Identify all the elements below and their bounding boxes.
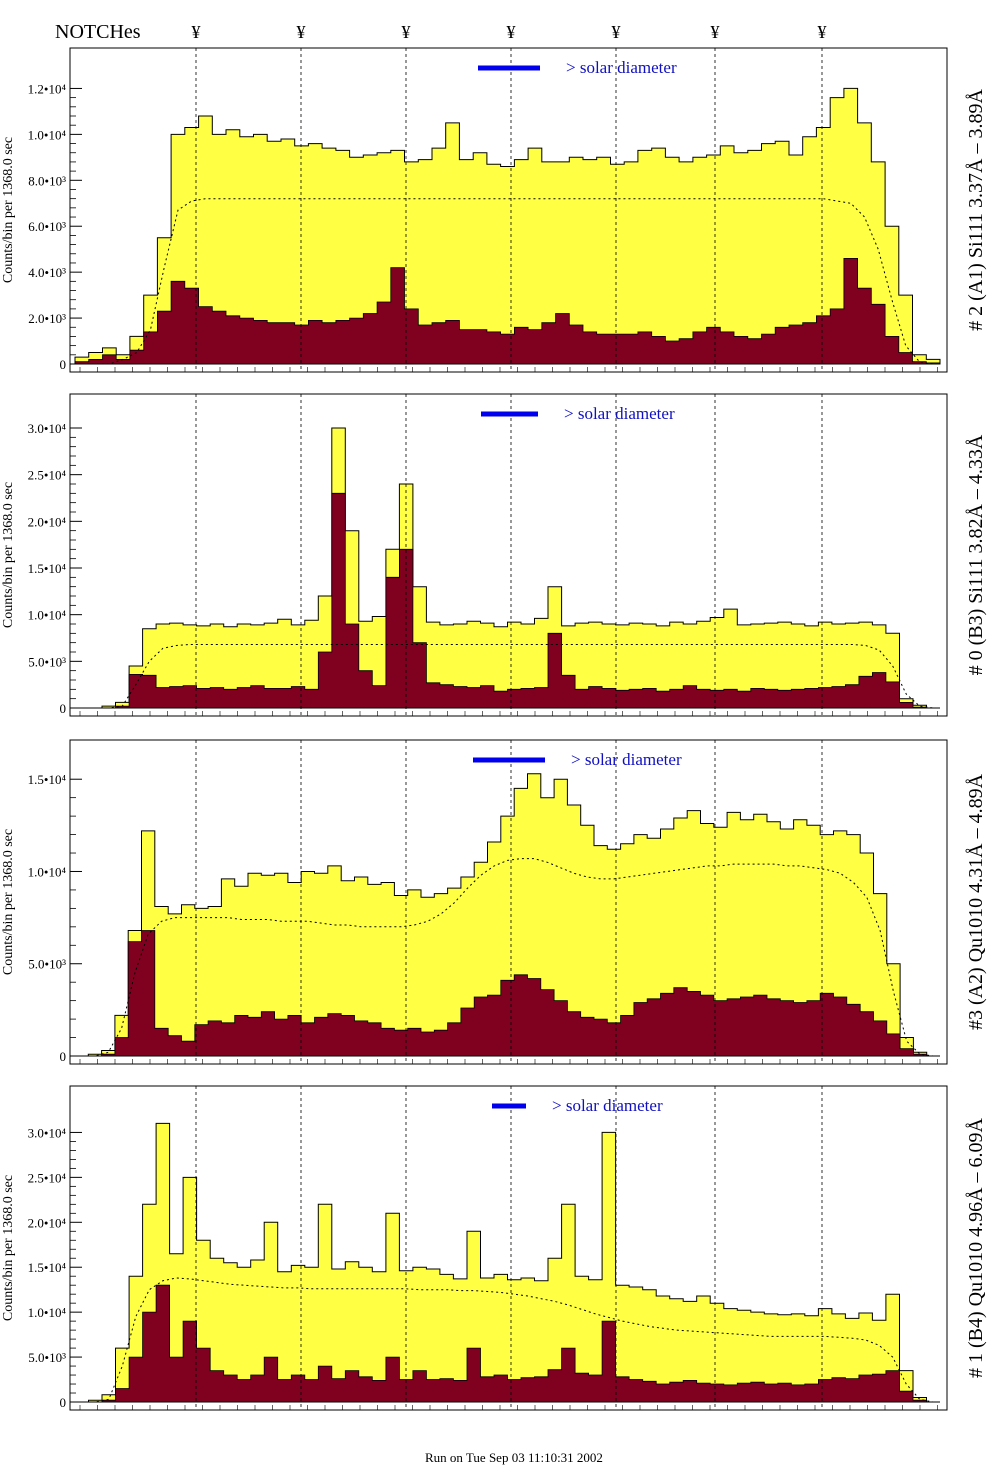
solar-diameter-annotation: > solar diameter: [571, 750, 682, 769]
solar-diameter-annotation: > solar diameter: [566, 58, 677, 77]
notch-marker: ¥: [711, 22, 720, 42]
y-tick-label: 5.0•10³: [28, 654, 66, 669]
y-axis-label: Counts/bin per 1368.0 sec: [1, 829, 16, 975]
y-tick-label: 5.0•10³: [28, 957, 66, 972]
solar-diameter-annotation: > solar diameter: [564, 404, 675, 423]
notch-marker: ¥: [507, 22, 516, 42]
solar-diameter-annotation: > solar diameter: [552, 1096, 663, 1115]
header-layer: NOTCHes ¥ ¥ ¥ ¥ ¥ ¥ ¥: [55, 21, 827, 43]
detector-label: # 2 (A1) Si111 3.37Å – 3.89Å: [965, 89, 987, 331]
detector-label: # 1 (B4) Qu1010 4.96Å – 6.09Å: [965, 1117, 987, 1378]
y-tick-label: 0: [60, 357, 67, 372]
y-tick-label: 4.0•10³: [28, 265, 66, 280]
series-total-area: [75, 1122, 940, 1403]
notch-marker: ¥: [297, 22, 306, 42]
chart-panel-1: 0 5.0•10³ 1.0•10⁴ 1.5•10⁴ 2.0•10⁴ 2.5•10⁴ 3.0•…: [1, 393, 987, 717]
notch-marker: ¥: [192, 22, 201, 42]
series-lower-area: [75, 492, 940, 709]
detector-label: # 0 (B3) Si111 3.82Å – 4.33Å: [965, 434, 987, 675]
y-tick-label: 1.0•10⁴: [28, 608, 67, 623]
series-profile-line: [81, 644, 934, 709]
y-tick-label: 1.0•10⁴: [28, 127, 67, 142]
y-tick-label: 2.0•10⁴: [28, 514, 67, 529]
y-axis-label: Counts/bin per 1368.0 sec: [1, 137, 16, 283]
panels-layer: 0 2.0•10³ 4.0•10³ 6.0•10³ 8.0•10³ 1.0•10⁴ 1.2•…: [1, 47, 987, 1411]
y-tick-label: 3.0•10⁴: [28, 1125, 67, 1140]
y-tick-label: 1.5•10⁴: [28, 772, 67, 787]
chart-panel-0: 0 2.0•10³ 4.0•10³ 6.0•10³ 8.0•10³ 1.0•10⁴ 1.2•…: [1, 47, 987, 373]
detector-label: #3 (A2) Qu1010 4.31Å – 4.89Å: [965, 773, 987, 1030]
y-tick-label: 5.0•10³: [28, 1350, 66, 1365]
y-tick-label: 1.0•10⁴: [28, 864, 67, 879]
y-tick-label: 1.5•10⁴: [28, 1260, 67, 1275]
series-profile-line: [81, 198, 934, 365]
y-tick-label: 0: [60, 1049, 67, 1064]
series-total-area: [75, 427, 940, 709]
y-tick-label: 0: [60, 701, 67, 716]
y-tick-label: 1.2•10⁴: [28, 81, 67, 96]
series-profile-line: [81, 1277, 934, 1403]
notch-marker: ¥: [818, 22, 827, 42]
chart-panel-2: 0 5.0•10³ 1.0•10⁴ 1.5•10⁴ Counts/bin per 136…: [1, 739, 987, 1065]
y-tick-label: 1.0•10⁴: [28, 1305, 67, 1320]
y-tick-label: 0: [60, 1395, 67, 1410]
notch-marker: ¥: [612, 22, 621, 42]
y-tick-label: 2.5•10⁴: [28, 468, 67, 483]
notch-marker: ¥: [402, 22, 411, 42]
y-tick-label: 1.5•10⁴: [28, 561, 67, 576]
series-total-area: [74, 87, 941, 365]
run-footer-label: Run on Tue Sep 03 11:10:31 2002: [425, 1450, 603, 1465]
y-tick-label: 2.5•10⁴: [28, 1170, 67, 1185]
y-tick-label: 8.0•10³: [28, 173, 66, 188]
y-axis-label: Counts/bin per 1368.0 sec: [1, 482, 16, 628]
y-tick-label: 2.0•10³: [28, 311, 66, 326]
series-total-area: [75, 773, 940, 1057]
series-lower-area: [75, 930, 940, 1057]
y-axis-label: Counts/bin per 1368.0 sec: [1, 1175, 16, 1321]
notches-label: NOTCHes: [55, 21, 141, 43]
y-tick-label: 2.0•10⁴: [28, 1215, 67, 1230]
chart-panel-3: 0 5.0•10³ 1.0•10⁴ 1.5•10⁴ 2.0•10⁴ 2.5•10⁴ 3.0•…: [1, 1085, 987, 1411]
y-tick-label: 3.0•10⁴: [28, 421, 67, 436]
series-profile-line: [81, 858, 934, 1057]
series-lower-area: [75, 1284, 940, 1403]
y-tick-label: 6.0•10³: [28, 219, 66, 234]
series-lower-area: [74, 258, 941, 365]
